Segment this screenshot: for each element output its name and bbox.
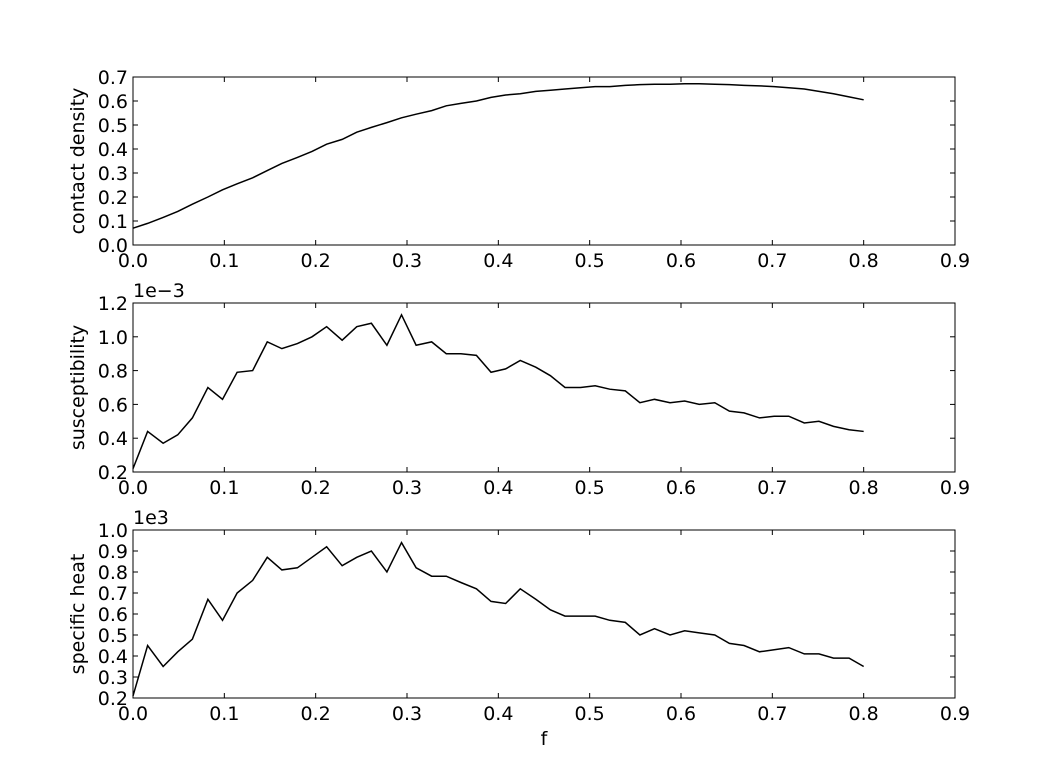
- axes-frame: [132, 76, 956, 246]
- x-tick-label: 0.9: [940, 477, 970, 499]
- x-tick-label: 0.2: [301, 703, 331, 725]
- y-axis-label: contact density: [67, 88, 89, 235]
- x-tick-label: 0.0: [118, 703, 148, 725]
- y-tick-label: 0.0: [98, 235, 128, 257]
- x-tick-label: 0.9: [940, 250, 970, 272]
- y-tick-label: 0.7: [98, 583, 128, 605]
- x-tick-label: 0.7: [757, 703, 787, 725]
- y-tick-label: 0.3: [98, 667, 128, 689]
- offset-label: 1e−3: [133, 280, 185, 302]
- x-tick-label: 0.8: [849, 477, 879, 499]
- y-tick-label: 0.2: [98, 688, 128, 710]
- axes-frame: [132, 302, 956, 473]
- y-tick-label: 0.6: [98, 394, 128, 416]
- x-tick-label: 0.4: [483, 703, 513, 725]
- x-axis-label: f: [541, 728, 549, 750]
- y-tick-label: 1.2: [98, 293, 128, 315]
- y-tick-label: 0.5: [98, 625, 128, 647]
- y-tick-label: 0.6: [98, 604, 128, 626]
- y-tick-label: 0.2: [98, 187, 128, 209]
- data-line: [132, 313, 864, 469]
- y-tick-label: 0.7: [98, 67, 128, 89]
- y-tick-label: 0.3: [98, 163, 128, 185]
- x-tick-label: 0.6: [666, 250, 696, 272]
- x-tick-label: 0.1: [209, 703, 239, 725]
- y-tick-label: 1.0: [98, 327, 128, 349]
- x-tick-label: 0.4: [483, 477, 513, 499]
- y-tick-label: 0.4: [98, 646, 128, 668]
- x-tick-label: 0.3: [392, 250, 422, 272]
- y-tick-label: 0.8: [98, 562, 128, 584]
- axes-frame: [132, 529, 956, 699]
- x-tick-label: 0.2: [301, 477, 331, 499]
- y-tick-label: 0.4: [98, 428, 128, 450]
- x-tick-label: 0.7: [757, 250, 787, 272]
- y-axis-label: specific heat: [67, 554, 89, 675]
- y-tick-label: 0.1: [98, 211, 128, 233]
- y-tick-label: 0.6: [98, 91, 128, 113]
- x-tick-label: 0.5: [575, 477, 605, 499]
- x-tick-label: 0.9: [940, 703, 970, 725]
- x-tick-label: 0.1: [209, 477, 239, 499]
- y-tick-label: 0.4: [98, 139, 128, 161]
- x-tick-label: 0.0: [118, 250, 148, 272]
- y-tick-label: 0.2: [98, 462, 128, 484]
- x-tick-label: 0.1: [209, 250, 239, 272]
- x-tick-label: 0.3: [392, 703, 422, 725]
- x-tick-label: 0.6: [666, 477, 696, 499]
- y-axis-label: susceptibility: [67, 325, 89, 450]
- x-tick-label: 0.8: [849, 250, 879, 272]
- x-tick-label: 0.5: [575, 703, 605, 725]
- x-tick-label: 0.3: [392, 477, 422, 499]
- x-tick-label: 0.7: [757, 477, 787, 499]
- y-tick-label: 0.8: [98, 361, 128, 383]
- data-line: [132, 541, 865, 697]
- x-tick-label: 0.6: [666, 703, 696, 725]
- y-tick-label: 0.5: [98, 115, 128, 137]
- x-tick-label: 0.0: [118, 477, 148, 499]
- x-tick-label: 0.8: [849, 703, 879, 725]
- x-tick-label: 0.4: [483, 250, 513, 272]
- data-line: [132, 82, 864, 229]
- x-tick-label: 0.2: [301, 250, 331, 272]
- x-tick-label: 0.5: [575, 250, 605, 272]
- offset-label: 1e3: [133, 507, 169, 529]
- y-tick-label: 1.0: [98, 520, 128, 542]
- y-tick-label: 0.9: [98, 541, 128, 563]
